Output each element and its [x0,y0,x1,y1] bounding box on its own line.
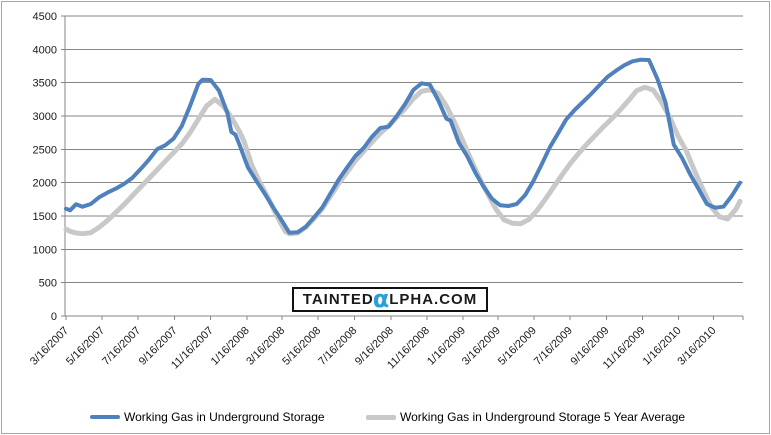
y-axis-label: 1000 [33,244,57,256]
x-axis-label: 5/16/2007 [64,325,107,368]
legend-item-working-gas: Working Gas in Underground Storage [90,405,325,429]
legend-line-sample-gray [366,414,396,420]
x-axis-labels: 3/16/20075/16/20077/16/20079/16/200711/1… [28,325,719,372]
watermark-text-before: TAINTED [302,291,374,308]
legend-item-5yr-average: Working Gas in Underground Storage 5 Yea… [366,405,685,429]
x-axis-label: 7/16/2008 [316,325,359,368]
legend-label: Working Gas in Underground Storage [124,410,325,424]
y-axis-label: 1500 [33,211,57,223]
y-axis-label: 2000 [33,178,57,190]
y-axis-label: 0 [51,311,57,323]
x-axis-label: 3/16/2010 [675,325,718,368]
legend-line-sample-blue [90,415,120,419]
y-axis-label: 3000 [33,111,57,123]
x-axis-label: 3/16/2009 [460,325,503,368]
x-axis-label: 7/16/2009 [532,325,575,368]
x-axis-label: 3/16/2008 [244,325,287,368]
x-axis-label: 3/16/2007 [28,325,71,368]
y-axis-label: 3500 [33,78,57,90]
y-axis-labels: 0 500 1000 1500 2000 2500 3000 3500 4000 4500 [33,11,57,323]
chart-legend: Working Gas in Underground Storage Worki… [0,405,771,429]
y-axis-label: 500 [39,278,57,290]
x-axis-label: 5/16/2008 [280,325,323,368]
legend-label: Working Gas in Underground Storage 5 Yea… [400,410,686,424]
y-axis-label: 4500 [33,11,57,23]
y-axis-label: 2500 [33,144,57,156]
x-axis-label: 5/16/2009 [496,325,539,368]
watermark-text-after: LPHA.COM [389,291,478,308]
series-line-0 [64,57,742,235]
y-axis-label: 4000 [33,44,57,56]
x-axis-label: 7/16/2007 [100,325,143,368]
watermark-alpha-glyph: α [372,284,391,313]
watermark: TAINTED α LPHA.COM [292,287,488,312]
